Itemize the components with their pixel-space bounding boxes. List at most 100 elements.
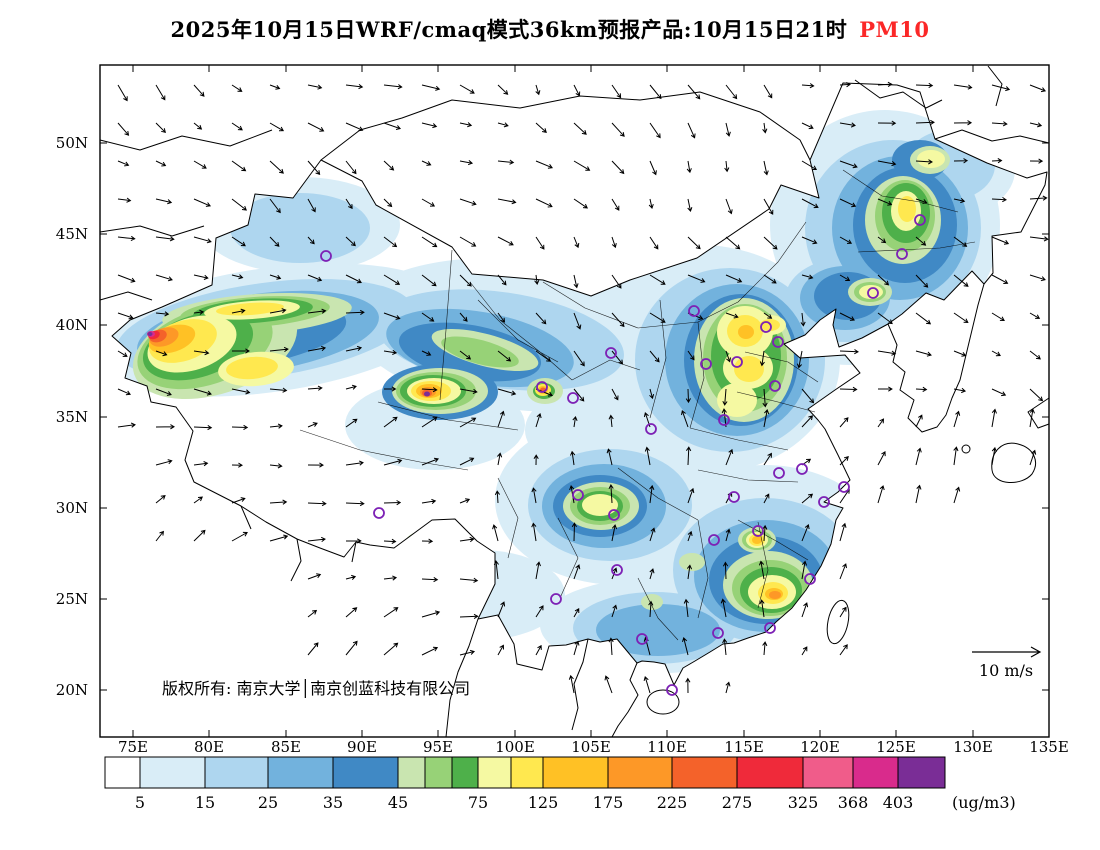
- station-marker: [760, 321, 772, 333]
- lon-label: 110E: [647, 738, 687, 756]
- colorbar: 5 15 25 35 45 75 125 175 225 275 325 368 403: [104, 756, 946, 812]
- colorbar-segment: [607, 756, 673, 789]
- colorbar-segment: [397, 756, 426, 789]
- title-main: 2025年10月15日WRF/cmaq模式36km预报产品:10月15日21时: [170, 17, 848, 42]
- station-marker: [752, 525, 764, 537]
- station-marker: [572, 489, 584, 501]
- colorbar-tick-label: 403: [883, 793, 914, 812]
- station-marker: [731, 356, 743, 368]
- russia-coast-lines: [854, 65, 1050, 144]
- colorbar-tick-label: 25: [258, 793, 278, 812]
- lon-label: 115E: [724, 738, 764, 756]
- pm10-contour-blob: [424, 391, 430, 397]
- station-marker: [896, 248, 908, 260]
- wind-vector-layer: [117, 81, 1049, 694]
- page-title: 2025年10月15日WRF/cmaq模式36km预报产品:10月15日21时 P…: [0, 14, 1100, 44]
- colorbar-tick-label: 225: [657, 793, 688, 812]
- pm10-contour-blob: [717, 383, 757, 417]
- pm10-contour-blob: [917, 150, 945, 168]
- wind-reference-label: 10 m/s: [979, 661, 1033, 680]
- lon-label: 100E: [495, 738, 535, 756]
- colorbar-tick-label: 368: [838, 793, 869, 812]
- central-asia-border-lines: [99, 129, 273, 301]
- colorbar-units: (ug/m3): [952, 793, 1016, 812]
- pm10-contour-blob: [216, 302, 284, 316]
- lat-label: 40N: [56, 316, 88, 334]
- station-marker: [611, 564, 623, 576]
- neighbor-geography: [99, 65, 1050, 738]
- station-marker: [796, 463, 808, 475]
- pm10-contour-blob: [641, 594, 663, 610]
- lon-label: 125E: [876, 738, 916, 756]
- station-marker: [728, 491, 740, 503]
- colorbar-segment: [897, 756, 946, 789]
- station-marker: [838, 481, 850, 493]
- taiwan-outline: [826, 599, 850, 645]
- lon-label: 105E: [571, 738, 611, 756]
- mongolia-russia-border-line: [320, 91, 811, 161]
- station-marker: [666, 684, 678, 696]
- station-marker: [804, 573, 816, 585]
- colorbar-tick-label: 35: [323, 793, 343, 812]
- station-marker: [605, 347, 617, 359]
- china-outline-path: [111, 82, 1048, 686]
- station-marker: [712, 627, 724, 639]
- colorbar-tick-label: 15: [195, 793, 215, 812]
- pm10-contour-blob: [738, 325, 754, 339]
- province-boundaries: [299, 169, 976, 641]
- colorbar-segment: [451, 756, 479, 789]
- title-species-pm10: PM10: [859, 17, 930, 42]
- pm10-contour-blob: [769, 591, 781, 599]
- wind-reference-arrow: [972, 646, 1042, 658]
- station-marker: [550, 593, 562, 605]
- station-marker: [764, 622, 776, 634]
- station-marker: [772, 336, 784, 348]
- lon-label: 120E: [800, 738, 840, 756]
- copyright-text: 版权所有: 南京大学│南京创蓝科技有限公司: [162, 678, 470, 698]
- lat-label: 25N: [56, 590, 88, 608]
- axis-ticks: [100, 65, 1050, 737]
- colorbar-segment: [267, 756, 334, 789]
- pm10-contour-blob: [441, 336, 519, 368]
- colorbar-segment: [852, 756, 899, 789]
- colorbar-segment: [736, 756, 804, 789]
- station-marker: [867, 287, 879, 299]
- colorbar-tick-label: 175: [593, 793, 624, 812]
- pm10-contour-blob: [752, 536, 762, 544]
- station-marker: [567, 392, 579, 404]
- wind-vectors-path: [117, 81, 1049, 694]
- colorbar-tick-label: 45: [388, 793, 408, 812]
- station-markers: [320, 214, 926, 696]
- colorbar-segment: [204, 756, 269, 789]
- station-marker: [718, 414, 730, 426]
- station-marker: [608, 509, 620, 521]
- colorbar-segment: [802, 756, 854, 789]
- colorbar-tick-label: 325: [788, 793, 819, 812]
- station-marker: [645, 423, 657, 435]
- lon-label: 80E: [194, 738, 224, 756]
- lon-label: 75E: [118, 738, 148, 756]
- japan-coastline: [961, 397, 1050, 483]
- wind-reference: 10 m/s: [972, 646, 1042, 680]
- hainan-outline: [646, 689, 680, 715]
- station-marker: [373, 507, 385, 519]
- himalaya-border-lines: [240, 505, 357, 582]
- colorbar-segment: [139, 756, 206, 789]
- lat-label: 45N: [56, 225, 88, 243]
- pm10-contour-blob: [582, 494, 618, 516]
- station-marker: [320, 250, 332, 262]
- station-marker: [700, 358, 712, 370]
- colorbar-tick-label: 5: [135, 793, 145, 812]
- colorbar-segment: [542, 756, 609, 789]
- pm10-contour-blob: [226, 356, 278, 380]
- lat-label: 50N: [56, 134, 88, 152]
- axis-labels: 50N 45N 40N 35N 30N 25N 20N 75E 80E 85E 90E 95E 100E…: [56, 65, 1069, 756]
- colorbar-segment: [477, 756, 512, 789]
- lon-label: 135E: [1029, 738, 1069, 756]
- colorbar-tick-label: 275: [722, 793, 753, 812]
- pm10-contour-blob: [898, 196, 916, 222]
- lat-label: 30N: [56, 499, 88, 517]
- colorbar-tick-label: 75: [468, 793, 488, 812]
- colorbar-segment: [510, 756, 544, 789]
